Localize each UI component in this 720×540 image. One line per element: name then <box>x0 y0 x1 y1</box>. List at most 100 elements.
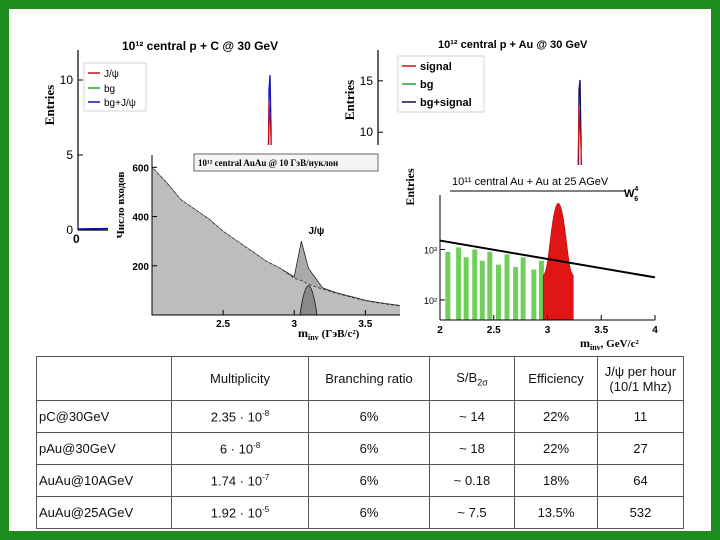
chart-auau25-xtick-label: 4 <box>652 325 658 336</box>
chart-auau10-xlabel: minv (ГэВ/c²) <box>298 326 360 342</box>
chart-pc-ytick-label: 0 <box>66 223 73 237</box>
table-cell-multiplicity: 2.35 · 10-8 <box>171 400 309 433</box>
chart-auau25-corner-sup: 4 <box>634 186 638 193</box>
mult-exp: -8 <box>262 408 270 418</box>
chart-pau-ylabel: Entries <box>342 80 357 120</box>
chart-auau10-ytick-label: 200 <box>132 262 149 273</box>
chart-auau10: Число входов 10¹² central AuAu @ 10 ГэВ/… <box>108 145 408 345</box>
chart-auau25-corner-label: W4 6 <box>624 186 638 203</box>
chart-auau25-xtick-label: 2 <box>437 325 443 336</box>
chart-auau25-ytick-label: 10³ <box>424 245 437 255</box>
chart-auau25-bg-bar <box>513 266 519 320</box>
chart-pau: 10¹² central p + Au @ 30 GeV Entries 051… <box>342 39 588 250</box>
chart-auau10-title-box <box>193 153 379 172</box>
table-cell-efficiency: 18% <box>514 464 598 497</box>
mult-exp: -8 <box>253 440 261 450</box>
table-row-label: pC@30GeV <box>36 400 172 433</box>
chart-auau25: Entries 10¹¹ central Au + Au at 25 AGeV … <box>400 165 670 355</box>
table-cell-sb: ~ 14 <box>429 400 515 433</box>
chart-auau10-title: 10¹² central AuAu @ 10 ГэВ/нуклон <box>198 158 338 168</box>
table-header-row: Multiplicity Branching ratio S/B2σ Effic… <box>36 356 684 401</box>
chart-auau25-bg-bar <box>538 260 544 320</box>
chart-auau10-signal-area <box>299 285 318 316</box>
chart-pc-legend-bg: bg <box>104 84 115 95</box>
chart-auau25-bg-bar <box>487 251 493 320</box>
table-cell-efficiency: 13.5% <box>514 496 598 529</box>
table-cell-rate: 11 <box>597 400 684 433</box>
table-header-empty <box>36 356 172 401</box>
table-cell-branching: 6% <box>308 464 430 497</box>
chart-auau25-background-line <box>439 239 656 279</box>
chart-auau25-bg-bar <box>445 251 451 320</box>
chart-pau-title: 10¹² central p + Au @ 30 GeV <box>438 39 588 51</box>
chart-pc-ytick-label: 10 <box>60 73 74 87</box>
chart-pc-ytick-label: 5 <box>66 148 73 162</box>
table-cell-efficiency: 22% <box>514 400 598 433</box>
table-cell-multiplicity: 1.92 · 10-5 <box>171 496 309 529</box>
chart-auau10-xlabel-sub: inv <box>308 333 319 342</box>
results-table: Multiplicity Branching ratio S/B2σ Effic… <box>36 356 684 529</box>
chart-pau-legend-signal: signal <box>420 61 452 73</box>
table-cell-rate: 27 <box>597 432 684 465</box>
table-row-label: AuAu@10AGeV <box>36 464 172 497</box>
mult-base: 1.74 · 10 <box>210 473 263 489</box>
chart-auau25-xlabel: minv, GeV/c² <box>580 336 639 352</box>
chart-pc-legend <box>83 62 147 112</box>
chart-auau25-ytick-label: 10² <box>424 296 437 306</box>
chart-auau25-ylabel: Entries <box>403 168 417 206</box>
chart-auau25-xtick-label: 3.5 <box>594 325 608 336</box>
chart-auau25-bg-bar <box>531 269 537 320</box>
chart-auau10-annotation: J/ψ <box>308 226 324 237</box>
chart-pc-ylabel: Entries <box>42 85 57 125</box>
mult-base: 2.35 · 10 <box>210 409 263 425</box>
chart-pau-legend-bg: bg <box>420 79 433 91</box>
chart-pau-ytick-label: 15 <box>360 74 374 88</box>
chart-auau25-bg-bar <box>456 247 462 320</box>
mult-exp: -7 <box>262 472 270 482</box>
table-header-efficiency: Efficiency <box>514 356 598 401</box>
chart-pc-legend-sum: bg+J/ψ <box>104 98 136 109</box>
table-row-label: pAu@30GeV <box>36 432 172 465</box>
chart-auau25-xlabel-m: m <box>580 336 590 350</box>
chart-auau25-corner-sub: 6 <box>634 196 638 203</box>
chart-auau25-xlabel-sub: inv <box>590 343 601 352</box>
chart-auau10-ytick-label: 400 <box>132 213 149 224</box>
chart-auau10-background-area <box>151 166 408 316</box>
table-row-label: AuAu@25AGeV <box>36 496 172 529</box>
table-cell-rate: 64 <box>597 464 684 497</box>
table-cell-efficiency: 22% <box>514 432 598 465</box>
chart-pau-ytick-label: 10 <box>360 125 374 139</box>
chart-auau10-xtick-label: 2.5 <box>216 319 230 330</box>
mult-base: 6 · 10 <box>219 441 254 457</box>
table-header-branching: Branching ratio <box>308 356 430 401</box>
chart-auau25-xtick-label: 3 <box>545 325 551 336</box>
chart-auau25-bg-bar <box>463 257 469 320</box>
table-header-sb-label: S/B <box>456 369 478 385</box>
chart-auau25-bg-bar <box>479 260 485 320</box>
table-header-sb: S/B2σ <box>429 356 515 401</box>
table-row: AuAu@25AGeV 1.92 · 10-5 6% ~ 7.5 13.5% 5… <box>36 496 684 529</box>
table-cell-branching: 6% <box>308 432 430 465</box>
chart-pc-legend-signal: J/ψ <box>104 69 119 80</box>
mult-base: 1.92 · 10 <box>210 505 263 521</box>
table-row: AuAu@10AGeV 1.74 · 10-7 6% ~ 0.18 18% 64 <box>36 464 684 497</box>
mult-exp: -5 <box>262 504 270 514</box>
table-cell-branching: 6% <box>308 496 430 529</box>
chart-auau25-bg-bar <box>504 254 510 320</box>
table-header-sb-sub: 2σ <box>477 377 488 388</box>
chart-pc-title: 10¹² central p + C @ 30 GeV <box>122 39 278 53</box>
table-cell-rate: 532 <box>597 496 684 529</box>
chart-auau25-background <box>400 165 670 355</box>
table-cell-sb: ~ 18 <box>429 432 515 465</box>
table-header-rate: J/ψ per hour (10/1 Mhz) <box>597 356 684 401</box>
chart-auau25-title: 10¹¹ central Au + Au at 25 AGeV <box>452 176 609 188</box>
table-header-multiplicity: Multiplicity <box>171 356 309 401</box>
chart-auau10-xtick-label: 3.5 <box>358 319 372 330</box>
chart-auau10-xlabel-m: m <box>298 326 308 340</box>
table-cell-multiplicity: 6 · 10-8 <box>171 432 309 465</box>
chart-auau25-corner-w: W <box>624 188 635 200</box>
table-cell-sb: ~ 7.5 <box>429 496 515 529</box>
table-cell-multiplicity: 1.74 · 10-7 <box>171 464 309 497</box>
chart-auau25-xlabel-unit: , GeV/c² <box>601 338 640 350</box>
table-cell-branching: 6% <box>308 400 430 433</box>
